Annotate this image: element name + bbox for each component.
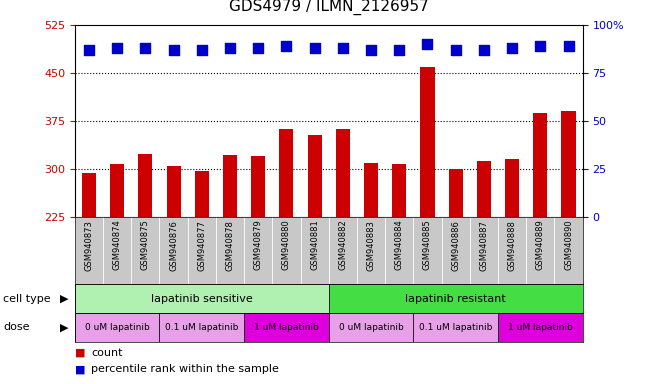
Text: percentile rank within the sample: percentile rank within the sample bbox=[91, 364, 279, 374]
Point bbox=[309, 45, 320, 51]
Bar bbox=[561, 111, 575, 217]
Point bbox=[140, 45, 150, 51]
Bar bbox=[251, 156, 266, 217]
Point bbox=[394, 47, 404, 53]
Text: GSM940880: GSM940880 bbox=[282, 220, 291, 270]
Bar bbox=[167, 166, 181, 217]
Text: 0 uM lapatinib: 0 uM lapatinib bbox=[85, 323, 150, 332]
Bar bbox=[477, 161, 491, 217]
Text: lapatinib sensitive: lapatinib sensitive bbox=[151, 293, 253, 304]
Text: lapatinib resistant: lapatinib resistant bbox=[406, 293, 506, 304]
Bar bbox=[75, 284, 329, 313]
Point bbox=[112, 45, 122, 51]
Bar bbox=[421, 66, 435, 217]
Bar bbox=[223, 155, 237, 217]
Bar bbox=[82, 174, 96, 217]
Text: GSM940877: GSM940877 bbox=[197, 220, 206, 270]
Bar bbox=[307, 135, 322, 217]
Point bbox=[366, 47, 376, 53]
Text: GSM940878: GSM940878 bbox=[225, 220, 234, 270]
Point bbox=[281, 43, 292, 49]
Bar bbox=[449, 169, 463, 217]
Point bbox=[422, 41, 433, 47]
Point bbox=[197, 47, 207, 53]
Bar bbox=[329, 284, 583, 313]
Text: 0.1 uM lapatinib: 0.1 uM lapatinib bbox=[419, 323, 492, 332]
Text: GSM940886: GSM940886 bbox=[451, 220, 460, 270]
Bar bbox=[279, 129, 294, 217]
Text: GSM940874: GSM940874 bbox=[113, 220, 122, 270]
Text: count: count bbox=[91, 348, 122, 358]
Text: ■: ■ bbox=[75, 364, 85, 374]
Text: 1 uM lapatinib: 1 uM lapatinib bbox=[508, 323, 573, 332]
Text: GSM940873: GSM940873 bbox=[85, 220, 94, 270]
Bar bbox=[329, 313, 413, 342]
Text: GSM940879: GSM940879 bbox=[254, 220, 263, 270]
Point bbox=[338, 45, 348, 51]
Text: GSM940889: GSM940889 bbox=[536, 220, 545, 270]
Bar bbox=[139, 154, 152, 217]
Text: GSM940883: GSM940883 bbox=[367, 220, 376, 270]
Point bbox=[478, 47, 489, 53]
Text: ▶: ▶ bbox=[60, 293, 68, 304]
Text: GSM940888: GSM940888 bbox=[508, 220, 517, 270]
Bar bbox=[75, 313, 159, 342]
Point bbox=[535, 43, 546, 49]
Text: GSM940887: GSM940887 bbox=[479, 220, 488, 270]
Text: cell type: cell type bbox=[3, 293, 51, 304]
Text: 1 uM lapatinib: 1 uM lapatinib bbox=[254, 323, 319, 332]
Text: GSM940882: GSM940882 bbox=[339, 220, 348, 270]
Point bbox=[169, 47, 179, 53]
Point bbox=[563, 43, 574, 49]
Text: GDS4979 / ILMN_2126957: GDS4979 / ILMN_2126957 bbox=[229, 0, 428, 15]
Bar bbox=[505, 159, 519, 217]
Point bbox=[84, 47, 94, 53]
Bar bbox=[110, 164, 124, 217]
Bar bbox=[392, 164, 406, 217]
Text: ▶: ▶ bbox=[60, 322, 68, 333]
Bar bbox=[159, 313, 244, 342]
Bar bbox=[364, 162, 378, 217]
Point bbox=[225, 45, 235, 51]
Text: dose: dose bbox=[3, 322, 30, 333]
Point bbox=[507, 45, 518, 51]
Bar bbox=[413, 313, 498, 342]
Bar bbox=[195, 171, 209, 217]
Text: 0 uM lapatinib: 0 uM lapatinib bbox=[339, 323, 404, 332]
Point bbox=[450, 47, 461, 53]
Point bbox=[253, 45, 264, 51]
Text: GSM940875: GSM940875 bbox=[141, 220, 150, 270]
Text: 0.1 uM lapatinib: 0.1 uM lapatinib bbox=[165, 323, 238, 332]
Text: GSM940890: GSM940890 bbox=[564, 220, 573, 270]
Text: GSM940876: GSM940876 bbox=[169, 220, 178, 270]
Text: GSM940881: GSM940881 bbox=[310, 220, 319, 270]
Bar bbox=[336, 129, 350, 217]
Text: GSM940884: GSM940884 bbox=[395, 220, 404, 270]
Bar bbox=[533, 113, 547, 217]
Bar bbox=[498, 313, 583, 342]
Text: GSM940885: GSM940885 bbox=[423, 220, 432, 270]
Bar bbox=[244, 313, 329, 342]
Text: ■: ■ bbox=[75, 348, 85, 358]
